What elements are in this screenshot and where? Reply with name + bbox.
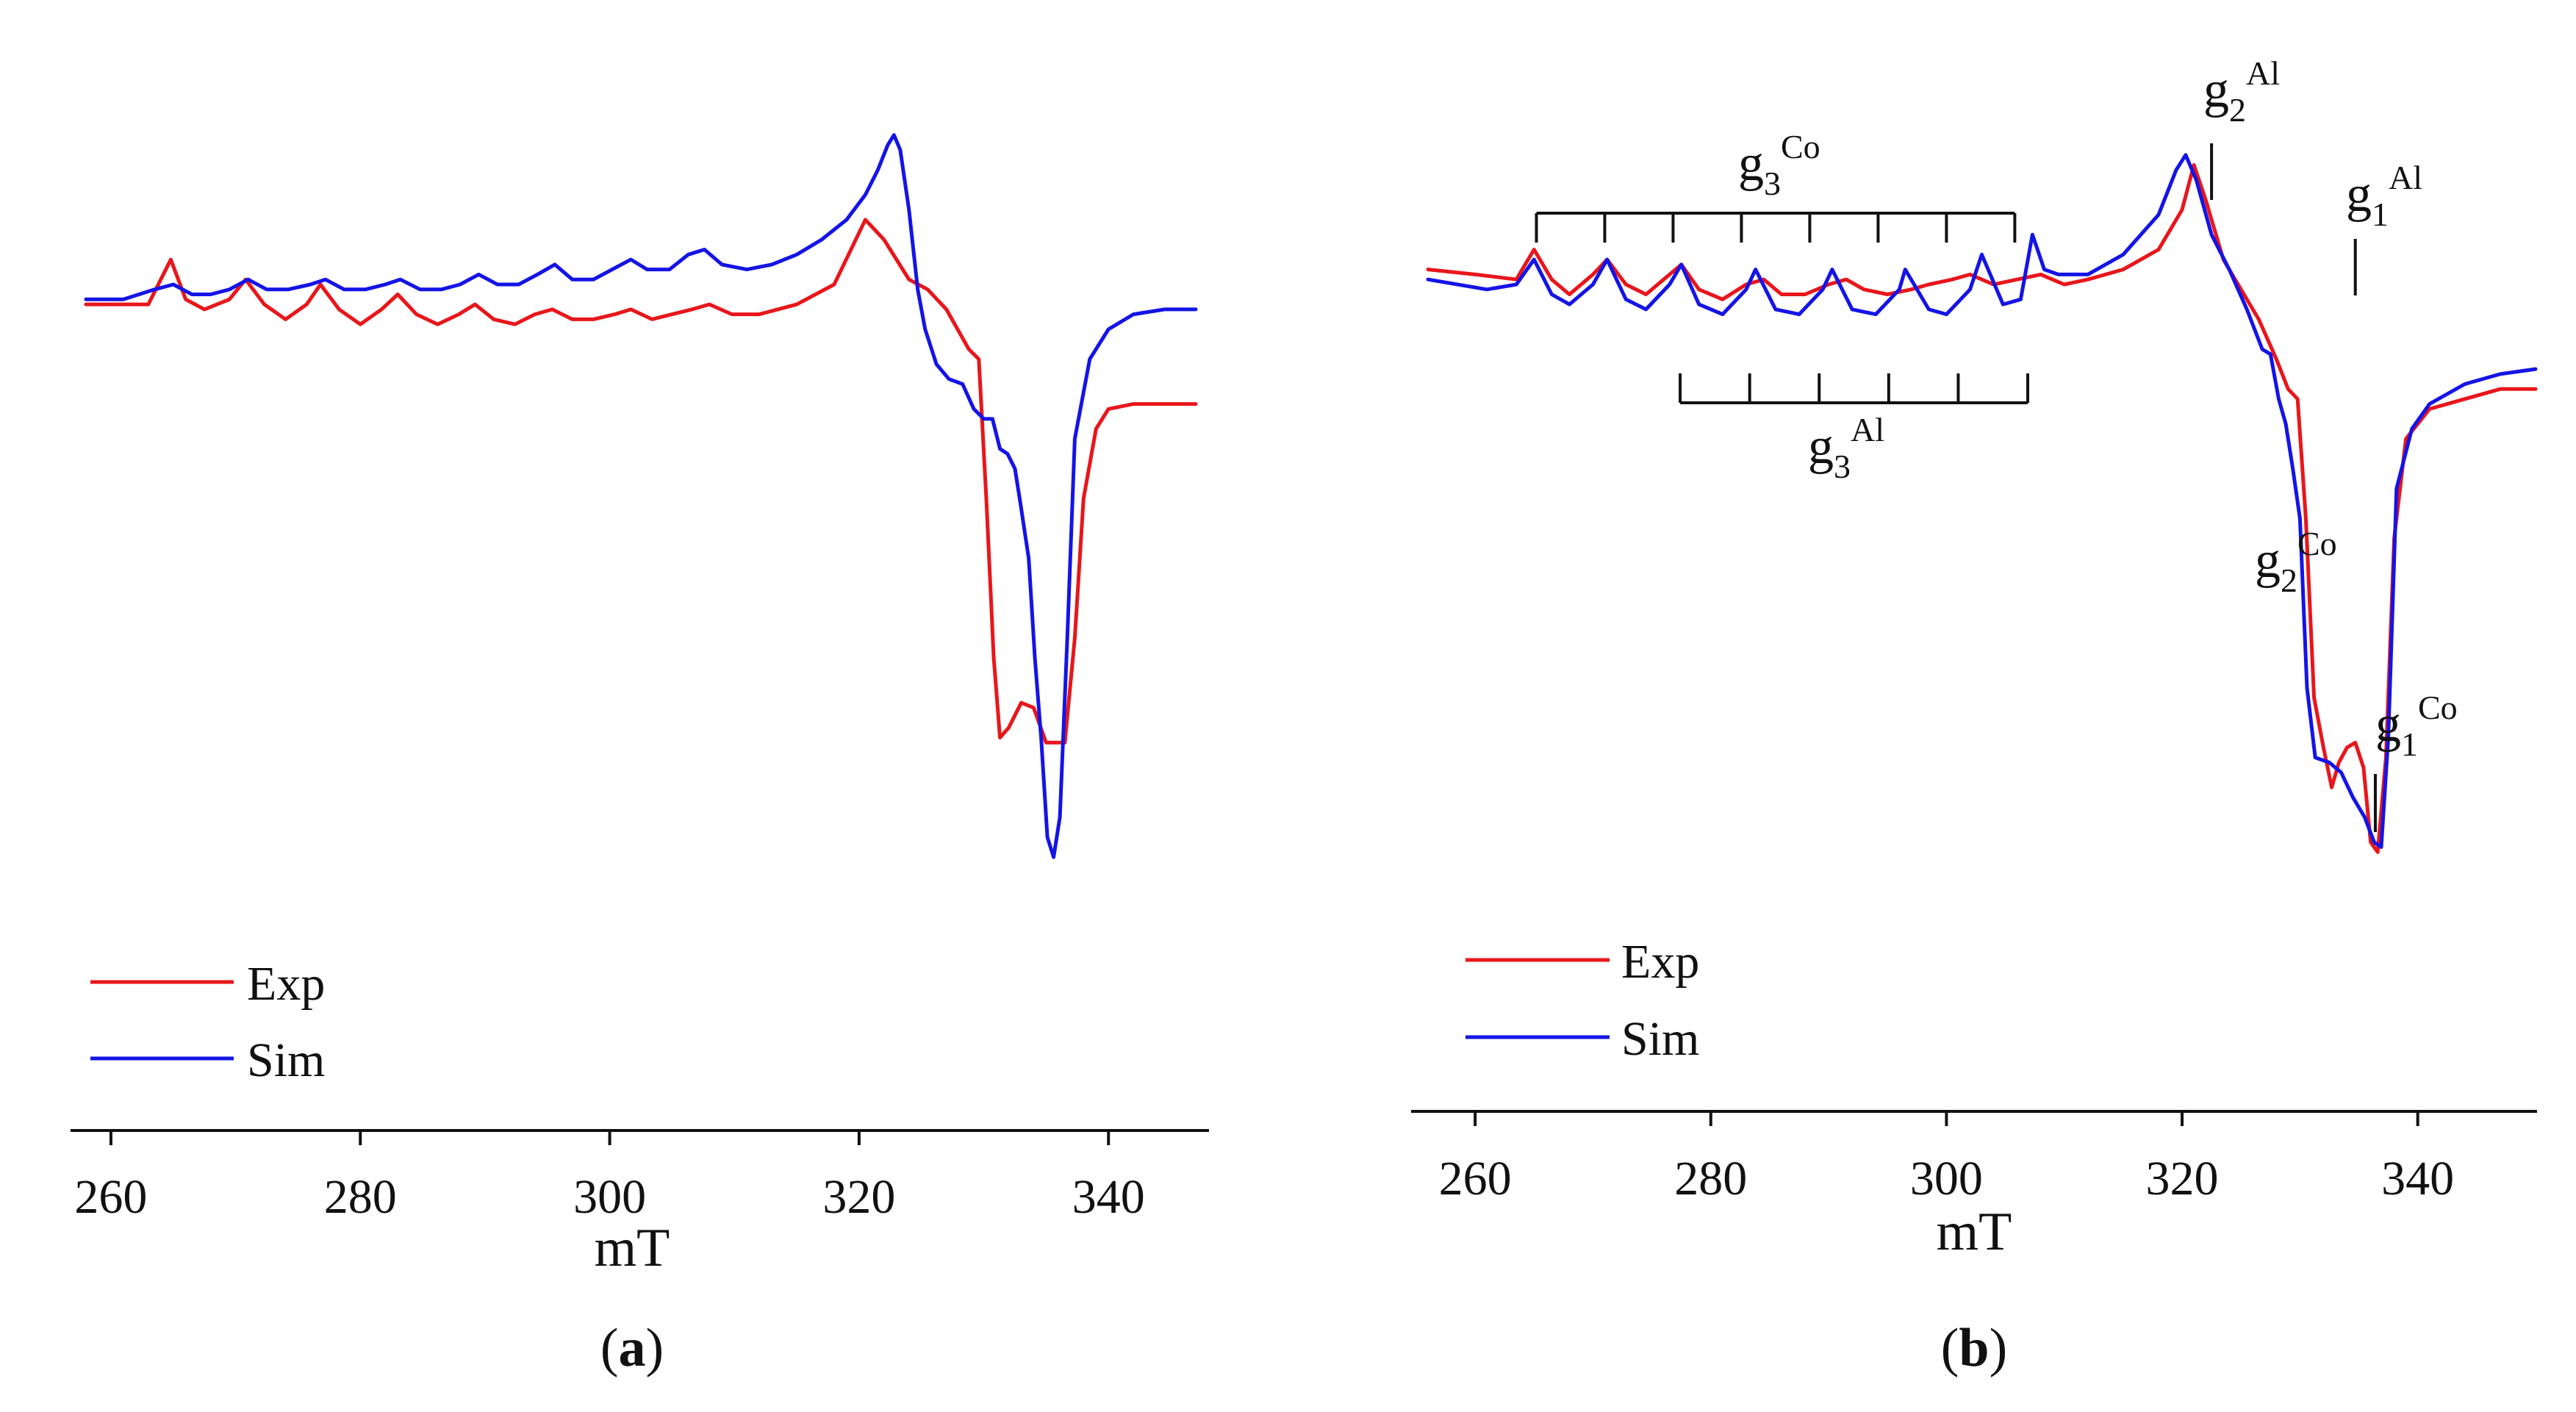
panel-b: 260 280 300 320 340 mT g3Co g3Al g2Al g1Al g… — [1411, 54, 2538, 1378]
panel-b-x-ticks: 260 280 300 320 340 — [1439, 1111, 2454, 1205]
annotation-g2-al-sup: Al — [2246, 54, 2280, 92]
panel-a: 260 280 300 320 340 mT Exp Sim (a) — [71, 133, 1209, 1378]
panel-b-tick-label-280: 280 — [1674, 1152, 1747, 1205]
annotation-g2-co-sup: Co — [2297, 525, 2337, 562]
annotation-g3-al: g3Al — [1808, 411, 1884, 485]
panel-a-tick-label-280: 280 — [324, 1170, 397, 1224]
panel-a-tick-label-340: 340 — [1072, 1170, 1145, 1224]
panel-a-x-ticks: 260 280 300 320 340 — [74, 1130, 1145, 1224]
panel-b-tick-label-320: 320 — [2146, 1152, 2219, 1205]
annotation-g3-al-main: g — [1808, 418, 1834, 475]
annotation-g3-al-sub: 3 — [1834, 448, 1851, 485]
annotation-g1-al-sup: Al — [2389, 159, 2422, 196]
panel-a-series-sim-line — [84, 133, 1198, 859]
panel-a-tick-label-300: 300 — [573, 1170, 646, 1224]
panel-b-legend-exp-label: Exp — [1621, 935, 1699, 989]
panel-b-series-sim-line — [1426, 153, 2538, 849]
panel-a-legend-sim-label: Sim — [247, 1033, 325, 1087]
panel-a-label-letter: a — [619, 1318, 646, 1378]
annotation-g3-co-sub: 3 — [1764, 165, 1781, 202]
annotation-g1-co-main: g — [2375, 696, 2401, 753]
annotation-g1-al-sub: 1 — [2372, 196, 2389, 233]
panel-a-series — [84, 133, 1198, 859]
panel-b-tick-label-300: 300 — [1910, 1152, 1983, 1205]
annotation-g2-al-main: g — [2203, 62, 2229, 118]
panel-b-series-exp-line — [1426, 162, 2538, 854]
panel-a-tick-label-320: 320 — [822, 1170, 895, 1224]
annotation-g3-co-sup: Co — [1781, 128, 1820, 165]
annotation-g2-al-sub: 2 — [2229, 91, 2246, 129]
panel-b-tick-label-260: 260 — [1439, 1152, 1512, 1205]
annotation-g3-al-sup: Al — [1851, 411, 1884, 448]
panel-b-label: (b) — [1941, 1318, 2007, 1378]
annotation-g2-al: g2Al — [2203, 54, 2280, 129]
annotation-g2-co-main: g — [2255, 532, 2281, 589]
annotation-g1-co-sup: Co — [2418, 689, 2458, 726]
annotation-g1-co: g1Co — [2375, 689, 2458, 763]
panel-a-tick-label-260: 260 — [74, 1170, 147, 1224]
annotation-g2-co: g2Co — [2255, 525, 2337, 599]
annotation-g1-co-sub: 1 — [2401, 725, 2418, 763]
annotation-g3-co-main: g — [1738, 135, 1764, 192]
annotation-g1-al: g1Al — [2346, 159, 2422, 233]
annotation-g1-al-main: g — [2346, 166, 2372, 223]
panel-b-g3-al-comb — [1679, 373, 2030, 404]
panel-b-markers — [2210, 143, 2377, 832]
annotation-g3-co: g3Co — [1738, 128, 1820, 202]
panel-a-legend-exp-label: Exp — [247, 957, 325, 1011]
panel-a-x-axis-title: mT — [595, 1218, 670, 1278]
panel-b-tick-label-340: 340 — [2381, 1152, 2454, 1205]
panel-a-legend: Exp Sim — [90, 957, 325, 1087]
panel-a-series-exp-line — [84, 218, 1198, 745]
panel-b-legend: Exp Sim — [1465, 935, 1699, 1066]
panel-b-label-letter: b — [1959, 1318, 1989, 1378]
panel-b-x-axis-title: mT — [1937, 1202, 2012, 1262]
panel-a-label: (a) — [600, 1318, 664, 1378]
panel-b-series — [1426, 153, 2538, 854]
annotation-g2-co-sub: 2 — [2281, 562, 2297, 599]
panel-b-g3-co-comb — [1535, 212, 2017, 243]
panel-b-legend-sim-label: Sim — [1621, 1012, 1699, 1066]
